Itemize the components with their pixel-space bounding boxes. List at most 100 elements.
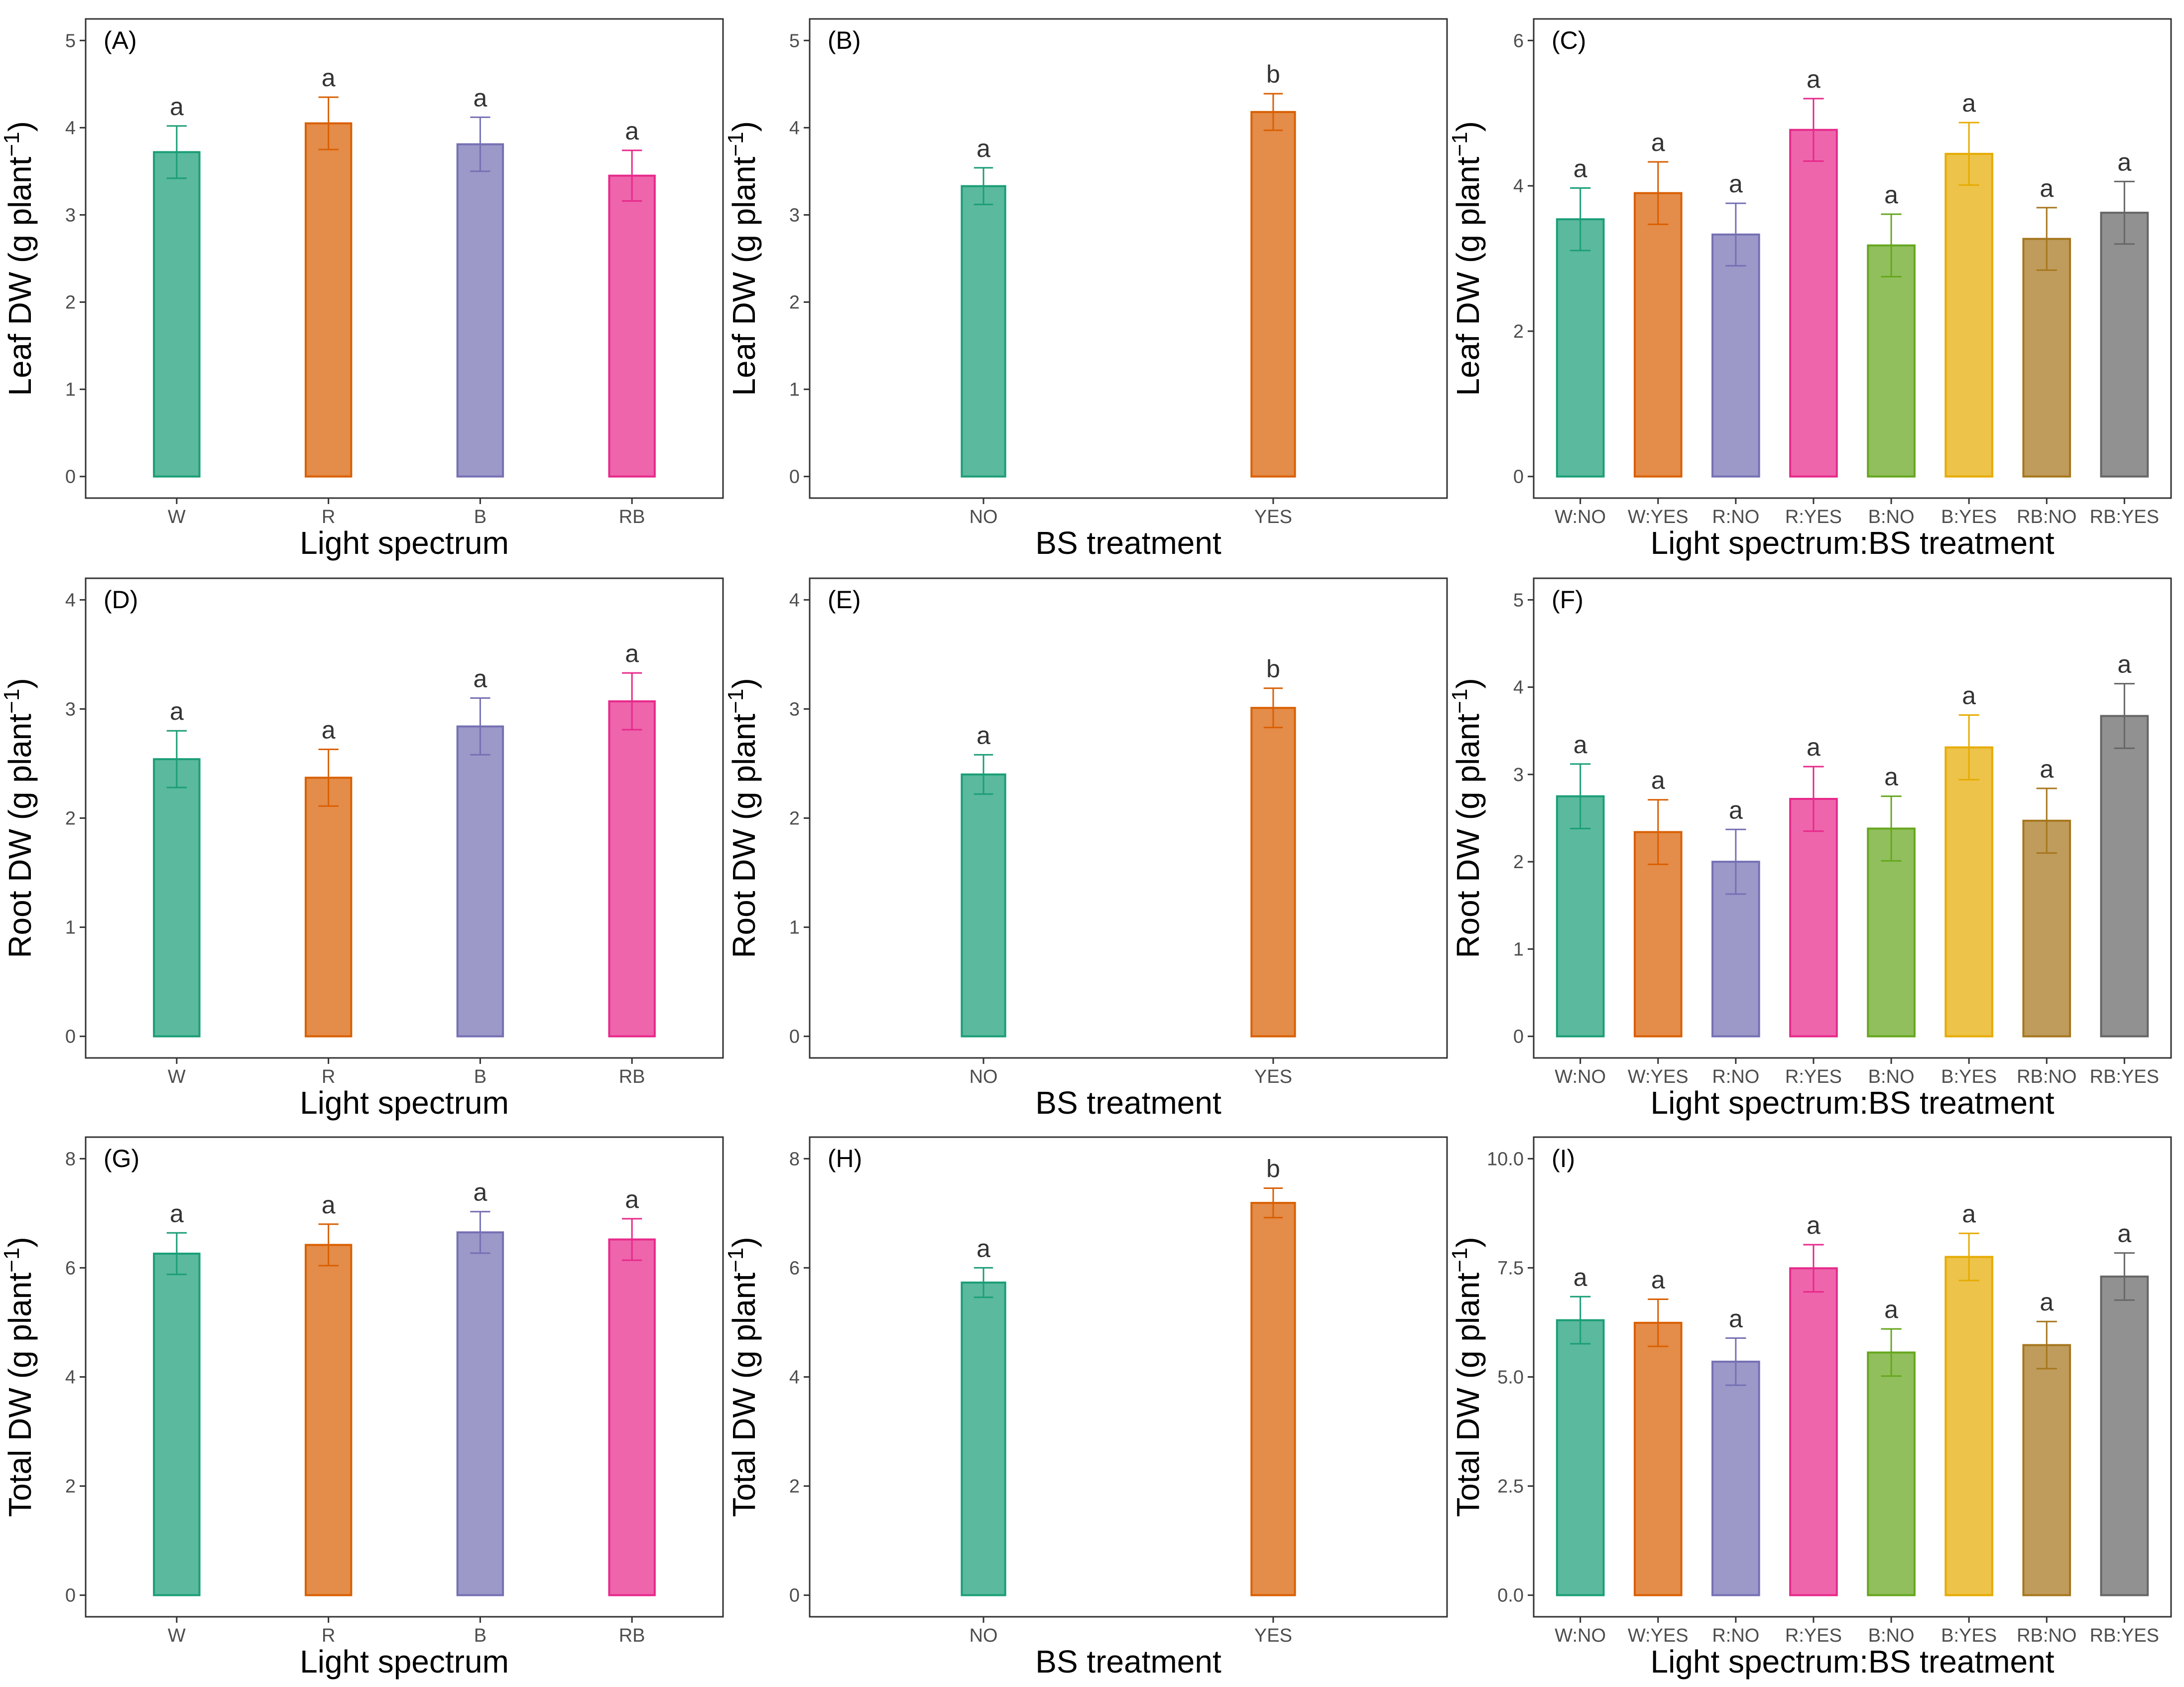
- chart-panel-9: 0.0 2.5 5.0 7.5 10.0 a W:NO a W:YES a R:NO a R:YES a B…: [1448, 1136, 2172, 1680]
- y-tick-label: 5: [65, 30, 76, 51]
- bar-r-yes: [1789, 797, 1838, 1038]
- y-axis-title-superscript: −1: [1448, 689, 1472, 714]
- chart-panel-2: 0 1 2 3 4 5 a NO b YES (B) BS treatment Leaf DW (g p…: [724, 18, 1448, 561]
- chart-panel-3: 0 2 4 6 a W:NO a W:YES a R:NO a R:YES a B:NO a B:YES a RB…: [1448, 18, 2172, 561]
- panel-frame: [1533, 577, 2172, 1059]
- x-tick-label: B: [474, 507, 486, 527]
- y-axis-title-close: ): [2, 121, 38, 131]
- y-axis-title-superscript: −1: [0, 131, 24, 156]
- significance-letter: b: [1266, 1155, 1280, 1182]
- x-axis-title: BS treatment: [1035, 1085, 1221, 1121]
- significance-letter: a: [1729, 796, 1743, 824]
- significance-letter: a: [1574, 731, 1587, 759]
- bar-b-yes: [1944, 152, 1993, 478]
- x-tick-label: R:NO: [1712, 507, 1759, 527]
- x-tick-label: B:YES: [1941, 507, 1997, 527]
- y-tick-label: 4: [789, 590, 800, 611]
- y-tick-label: 2: [65, 1476, 76, 1497]
- panel-label: (F): [1552, 586, 1583, 614]
- significance-letter: a: [1807, 65, 1820, 93]
- significance-letter: a: [1962, 1200, 1976, 1228]
- x-tick-label: RB: [619, 1066, 645, 1087]
- y-tick-label: 2: [789, 808, 800, 829]
- significance-letter: a: [1651, 129, 1665, 156]
- significance-letter: a: [322, 1191, 336, 1219]
- x-tick-label: RB:NO: [2017, 1625, 2076, 1646]
- bar-rb-no: [2022, 819, 2071, 1038]
- panel-frame: [1533, 1136, 2172, 1618]
- significance-letter: a: [1807, 733, 1820, 761]
- y-axis-title-main: Leaf DW (g plant: [2, 156, 38, 395]
- y-tick-label: 0: [789, 1585, 800, 1606]
- y-tick-label: 0: [1513, 467, 1524, 488]
- significance-letter: a: [976, 1234, 990, 1262]
- x-tick-label: YES: [1254, 1066, 1292, 1087]
- bar-rb-no: [2022, 1344, 2071, 1596]
- bar-r: [304, 122, 353, 478]
- x-tick-label: W:YES: [1628, 507, 1689, 527]
- x-tick-label: RB:NO: [2017, 1066, 2076, 1087]
- x-axis-title: BS treatment: [1035, 1644, 1221, 1680]
- y-axis-title: Leaf DW (g plant−1): [724, 121, 762, 396]
- significance-letter: a: [170, 1199, 184, 1227]
- significance-letter: a: [2040, 174, 2054, 202]
- bar-no: [961, 773, 1006, 1038]
- x-tick-label: R: [322, 1066, 335, 1087]
- y-tick-label: 2: [1513, 321, 1524, 342]
- significance-letter: a: [473, 84, 487, 112]
- chart-panel-4: 0 1 2 3 4 a Wa Ra Ba RB (D) Light spectrum Root DW (…: [0, 577, 724, 1121]
- y-axis-title-main: Total DW (g plant: [2, 1273, 38, 1517]
- bar-w-yes: [1633, 1321, 1683, 1596]
- bar-no: [961, 185, 1006, 478]
- y-axis-title-close: ): [2, 678, 38, 688]
- panel-frame: [809, 577, 1448, 1059]
- y-tick-label: 5.0: [1497, 1367, 1524, 1388]
- y-tick-label: 2: [65, 808, 76, 829]
- significance-letter: a: [1729, 170, 1743, 198]
- y-axis-title: Leaf DW (g plant−1): [0, 121, 38, 396]
- x-tick-label: R:NO: [1712, 1625, 1759, 1646]
- significance-letter: a: [2117, 650, 2131, 678]
- y-tick-label: 7.5: [1497, 1258, 1524, 1279]
- y-tick-label: 4: [65, 590, 76, 611]
- x-tick-label: B:NO: [1868, 1066, 1915, 1087]
- panel-label: (H): [828, 1145, 862, 1172]
- panel-label: (D): [104, 586, 138, 614]
- x-tick-label: W:NO: [1555, 1066, 1606, 1087]
- bar-w-no: [1556, 795, 1605, 1038]
- y-axis-title: Total DW (g plant−1): [1448, 1237, 1486, 1517]
- x-tick-label: RB:YES: [2090, 1066, 2159, 1087]
- panel-label: (A): [104, 26, 137, 54]
- significance-letter: a: [625, 640, 639, 667]
- x-tick-label: NO: [970, 507, 998, 527]
- x-tick-label: NO: [970, 1066, 998, 1087]
- y-tick-label: 3: [789, 205, 800, 226]
- bar-yes: [1250, 111, 1296, 478]
- significance-letter: b: [1266, 60, 1280, 88]
- bar-b: [456, 1231, 504, 1596]
- y-tick-label: 2: [789, 1476, 800, 1497]
- x-tick-label: RB:YES: [2090, 507, 2159, 527]
- y-tick-label: 2: [1513, 852, 1524, 873]
- x-tick-label: RB:YES: [2090, 1625, 2159, 1646]
- y-tick-label: 1: [65, 380, 76, 400]
- significance-letter: a: [322, 64, 336, 92]
- significance-letter: a: [976, 134, 990, 162]
- significance-letter: a: [1884, 1296, 1898, 1323]
- significance-letter: a: [1651, 767, 1665, 794]
- x-tick-label: B: [474, 1625, 486, 1646]
- y-tick-label: 3: [1513, 765, 1524, 785]
- significance-letter: a: [625, 1185, 639, 1213]
- y-axis-title-main: Root DW (g plant: [726, 714, 762, 958]
- y-tick-label: 1: [789, 917, 800, 938]
- y-tick-label: 3: [65, 205, 76, 226]
- y-tick-label: 1: [1513, 939, 1524, 960]
- bar-b-no: [1867, 827, 1916, 1038]
- significance-letter: a: [1884, 181, 1898, 209]
- x-tick-label: W:NO: [1555, 507, 1606, 527]
- x-tick-label: R:NO: [1712, 1066, 1759, 1087]
- bar-rb: [608, 700, 656, 1038]
- y-tick-label: 5: [1513, 590, 1524, 611]
- y-tick-label: 0: [65, 467, 76, 488]
